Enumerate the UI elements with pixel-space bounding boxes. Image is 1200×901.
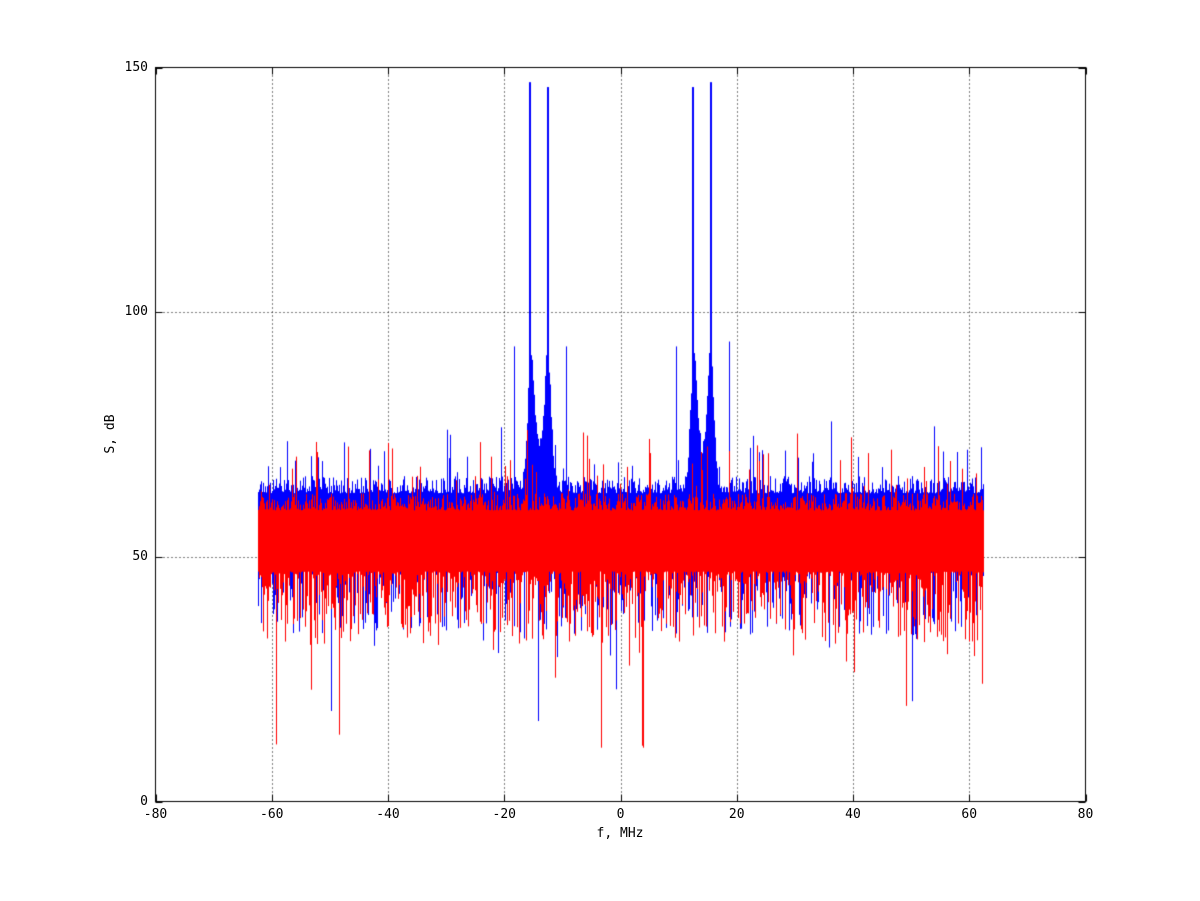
y-tick-label: 50 <box>132 548 148 564</box>
x-tick-label: -20 <box>492 807 516 822</box>
x-tick-label: 20 <box>728 807 745 822</box>
y-tick-label: 150 <box>124 59 148 75</box>
y-tick-label: 0 <box>140 793 148 809</box>
y-tick-label: 100 <box>124 304 148 320</box>
x-tick-label: 60 <box>961 807 978 822</box>
y-axis-label: S, dB <box>103 414 118 454</box>
x-tick-label: 80 <box>1077 807 1094 822</box>
x-tick-label: 0 <box>616 807 625 822</box>
x-axis-label: f, MHz <box>596 826 644 841</box>
x-tick-label: -60 <box>260 807 284 822</box>
x-tick-label: -40 <box>376 807 400 822</box>
x-tick-label: 40 <box>845 807 861 822</box>
x-tick-label: -80 <box>143 807 168 822</box>
